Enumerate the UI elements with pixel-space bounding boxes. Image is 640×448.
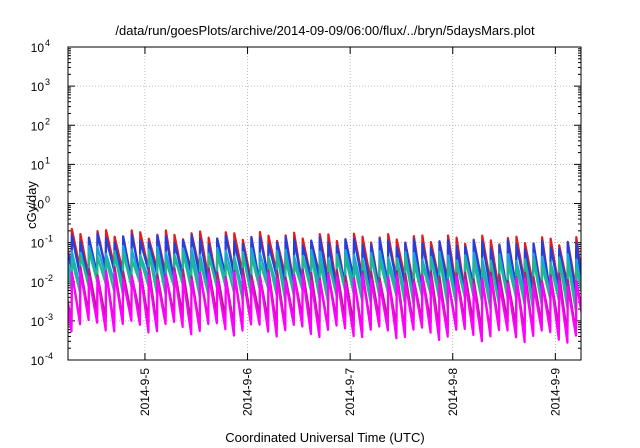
y-tick-label-exponent: -3 <box>45 312 53 322</box>
y-tick-label-exponent: 0 <box>45 195 50 205</box>
y-tick-label: 10 <box>31 119 45 133</box>
x-axis-label: Coordinated Universal Time (UTC) <box>225 430 424 445</box>
y-tick-label: 10 <box>31 198 45 212</box>
y-tick-label-exponent: -4 <box>45 351 53 361</box>
plot-frame <box>67 46 582 361</box>
chart-title: /data/run/goesPlots/archive/2014-09-09/0… <box>115 23 535 38</box>
x-tick-label: 2014-9-7 <box>343 368 357 416</box>
y-tick-label-exponent: 4 <box>45 38 50 48</box>
y-tick-label-exponent: -1 <box>45 234 53 244</box>
x-tick-label: 2014-9-5 <box>138 368 152 416</box>
y-axis-label: cGy/day <box>24 181 39 229</box>
y-tick-label: 10 <box>31 80 45 94</box>
x-tick-label: 2014-9-6 <box>241 368 255 416</box>
y-tick-label: 10 <box>31 315 45 329</box>
x-tick-label: 2014-9-9 <box>548 368 562 416</box>
x-tick-label: 2014-9-8 <box>446 368 460 416</box>
series-group <box>68 227 581 344</box>
y-tick-label-exponent: 2 <box>45 116 50 126</box>
series-line <box>68 269 581 344</box>
y-tick-label: 10 <box>31 158 45 172</box>
y-tick-label: 10 <box>31 41 45 55</box>
y-tick-label: 10 <box>31 276 45 290</box>
y-tick-label-exponent: 3 <box>45 77 50 87</box>
y-tick-label: 10 <box>31 354 45 368</box>
y-tick-label: 10 <box>31 237 45 251</box>
y-tick-label-exponent: 1 <box>45 155 50 165</box>
grid <box>68 47 581 360</box>
x-tick-labels: 2014-9-5 2014-9-6 2014-9-7 2014-9-8 2014-9-9 <box>138 368 562 416</box>
y-tick-label-exponent: -2 <box>45 273 53 283</box>
